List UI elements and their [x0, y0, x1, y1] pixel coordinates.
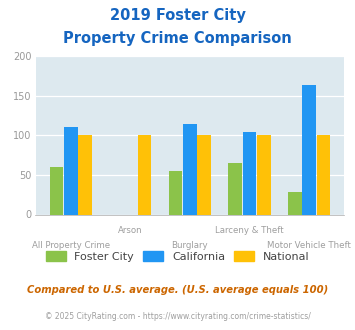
Text: All Property Crime: All Property Crime [32, 242, 110, 250]
Bar [317, 135, 330, 214]
Bar [50, 167, 63, 214]
Bar [169, 171, 182, 214]
Text: Arson: Arson [118, 226, 143, 235]
Text: Larceny & Theft: Larceny & Theft [215, 226, 284, 235]
Text: Motor Vehicle Theft: Motor Vehicle Theft [267, 242, 351, 250]
Legend: Foster City, California, National: Foster City, California, National [45, 251, 310, 262]
Bar [78, 135, 92, 214]
Bar [228, 163, 242, 215]
Bar [288, 191, 302, 214]
Text: 2019 Foster City: 2019 Foster City [110, 8, 245, 23]
Bar [302, 85, 316, 214]
Text: © 2025 CityRating.com - https://www.cityrating.com/crime-statistics/: © 2025 CityRating.com - https://www.city… [45, 312, 310, 321]
Bar [243, 132, 256, 214]
Text: Burglary: Burglary [171, 242, 208, 250]
Bar [138, 135, 152, 214]
Bar [183, 124, 197, 214]
Bar [257, 135, 271, 214]
Bar [197, 135, 211, 214]
Text: Property Crime Comparison: Property Crime Comparison [63, 31, 292, 46]
Bar [64, 127, 77, 214]
Text: Compared to U.S. average. (U.S. average equals 100): Compared to U.S. average. (U.S. average … [27, 285, 328, 295]
